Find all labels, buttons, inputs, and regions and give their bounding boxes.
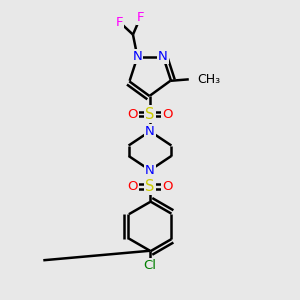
Text: S: S <box>145 106 155 122</box>
Text: S: S <box>145 179 155 194</box>
Text: O: O <box>162 180 172 193</box>
Text: N: N <box>145 164 155 177</box>
Text: CH₃: CH₃ <box>197 73 220 86</box>
Text: Cl: Cl <box>143 259 157 272</box>
Text: F: F <box>136 11 144 24</box>
Text: F: F <box>116 16 123 28</box>
Text: O: O <box>128 180 138 193</box>
Text: N: N <box>145 125 155 138</box>
Text: N: N <box>133 50 142 63</box>
Text: N: N <box>158 50 167 63</box>
Text: O: O <box>162 107 172 121</box>
Text: O: O <box>128 107 138 121</box>
